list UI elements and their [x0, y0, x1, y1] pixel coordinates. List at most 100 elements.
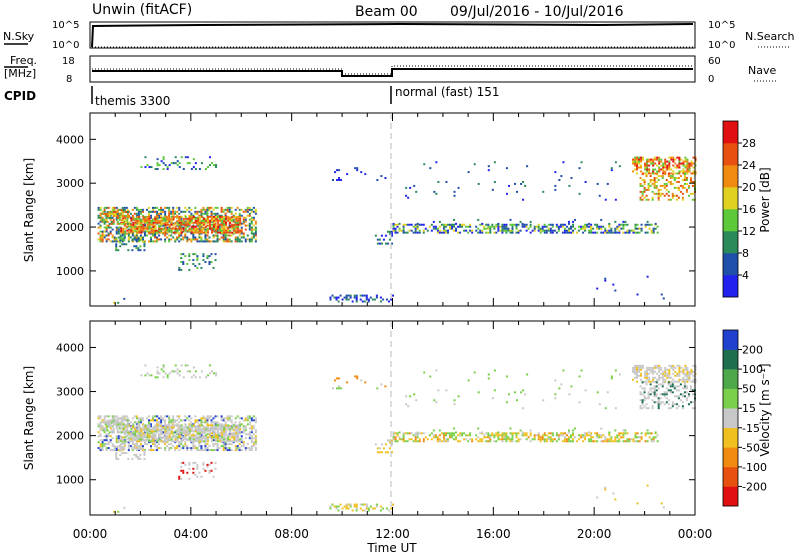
velocity-cell: [143, 443, 146, 446]
velocity-cell: [152, 436, 155, 439]
power-cell: [148, 217, 151, 220]
velocity-cell: [142, 438, 145, 441]
power-cell: [237, 223, 240, 226]
velocity-cell: [221, 438, 224, 441]
power-cell: [123, 237, 126, 240]
power-cell: [236, 238, 239, 241]
velocity-cell: [529, 429, 532, 432]
power-cell: [632, 231, 635, 234]
power-cell: [618, 165, 621, 168]
power-cell: [198, 219, 201, 222]
power-cell: [505, 231, 508, 234]
velocity-cell: [239, 438, 242, 441]
velocity-cell: [250, 425, 253, 428]
power-cell: [118, 218, 121, 221]
power-cell: [614, 229, 617, 232]
power-cell: [586, 225, 589, 228]
velocity-cell: [223, 430, 226, 433]
power-cell: [382, 238, 385, 241]
velocity-cell: [106, 421, 109, 424]
power-cell: [125, 232, 128, 235]
power-cell: [168, 210, 171, 213]
power-cell: [481, 231, 484, 234]
power-cell: [186, 236, 189, 239]
power-cell: [200, 208, 203, 211]
power-cell: [124, 222, 127, 225]
power-cell: [110, 211, 113, 214]
power-cell: [103, 236, 106, 239]
velocity-cell: [186, 428, 189, 431]
velocity-cell: [644, 380, 647, 383]
velocity-cell: [413, 393, 416, 396]
velocity-cell: [590, 436, 593, 439]
velocity-cell: [186, 471, 189, 474]
velocity-cell: [229, 430, 232, 433]
velocity-cell: [569, 436, 572, 439]
power-cell: [176, 221, 179, 224]
power-cell: [99, 216, 102, 219]
power-cell: [211, 219, 214, 222]
power-cell: [471, 231, 474, 234]
power-cell: [164, 215, 167, 218]
power-cell: [115, 218, 118, 221]
power-cell: [223, 221, 226, 224]
velocity-cell: [677, 405, 680, 408]
velocity-cell: [214, 461, 217, 464]
power-cell: [202, 255, 205, 258]
power-cell: [235, 231, 238, 234]
velocity-cell: [239, 424, 242, 427]
power-cell: [166, 219, 169, 222]
velocity-cell: [202, 426, 205, 429]
velocity-cell: [228, 443, 231, 446]
velocity-cell: [152, 432, 155, 435]
velocity-cell: [126, 426, 129, 429]
velocity-cell: [628, 440, 631, 443]
velocity-cell: [228, 415, 231, 418]
power-cell: [410, 223, 413, 226]
power-cell: [227, 231, 230, 234]
velocity-cell: [633, 376, 637, 379]
power-cell: [213, 221, 216, 224]
velocity-cell: [117, 441, 120, 444]
velocity-cell: [571, 440, 574, 443]
power-cell: [146, 223, 149, 226]
power-cell: [131, 208, 134, 211]
power-cell: [250, 210, 253, 213]
power-cell: [220, 208, 223, 211]
power-cell: [491, 225, 494, 228]
velocity-cell: [117, 457, 120, 460]
power-cell: [152, 210, 155, 213]
power-cell: [517, 231, 520, 234]
power-cell: [610, 227, 613, 230]
power-cell: [160, 208, 163, 211]
power-cell: [446, 223, 449, 226]
velocity-cell: [353, 505, 356, 508]
power-cell: [388, 232, 391, 235]
power-cell: [485, 227, 488, 230]
power-cell: [571, 223, 574, 226]
power-cell: [213, 223, 216, 226]
power-cell: [152, 229, 155, 232]
velocity-cell: [674, 366, 677, 369]
velocity-cell: [234, 447, 237, 450]
power-cell: [158, 221, 161, 224]
power-colorbar-label: Power [dB]: [758, 167, 772, 232]
velocity-cell: [505, 440, 508, 443]
velocity-cell: [204, 440, 207, 443]
power-cell: [105, 240, 108, 243]
power-cell: [254, 220, 257, 223]
velocity-cell: [554, 379, 557, 382]
colorbar-swatch: [723, 427, 738, 448]
velocity-cell: [638, 368, 641, 371]
power-cell: [244, 228, 247, 231]
power-cell: [156, 217, 159, 220]
velocity-cell: [170, 447, 173, 450]
power-cell: [692, 170, 695, 173]
power-cell: [248, 226, 251, 229]
power-cell: [180, 268, 183, 271]
power-cell: [252, 218, 255, 221]
power-cell: [658, 160, 661, 163]
power-cell: [117, 232, 120, 235]
power-cell: [592, 231, 595, 234]
power-cell: [633, 162, 637, 165]
